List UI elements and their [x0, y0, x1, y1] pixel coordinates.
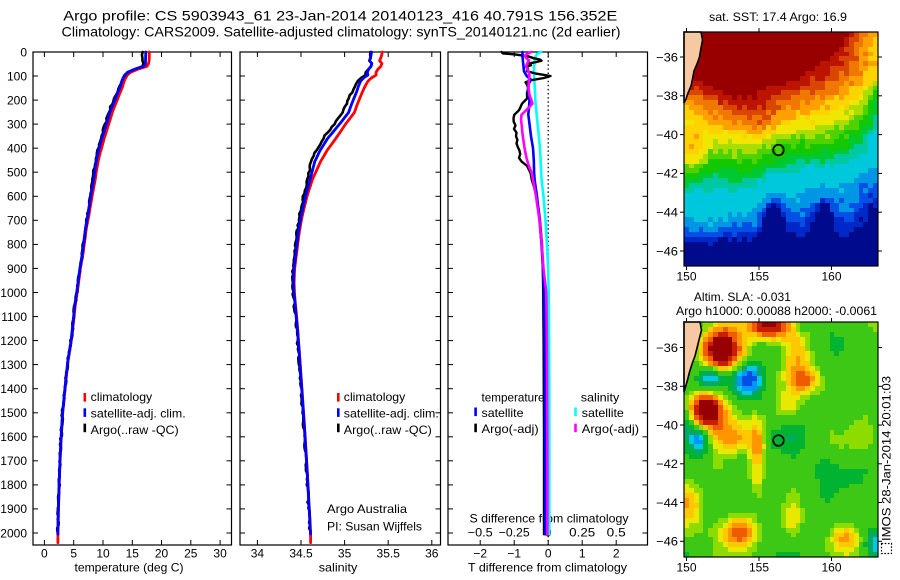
svg-text:climatology: climatology: [344, 390, 406, 404]
svg-text:1600: 1600: [0, 430, 27, 444]
svg-text:salinity: salinity: [319, 561, 358, 575]
svg-text:1700: 1700: [0, 454, 27, 468]
svg-text:−36: −36: [656, 341, 678, 355]
svg-text:T difference from climatology: T difference from climatology: [468, 561, 627, 575]
svg-text:0: 0: [545, 546, 552, 560]
svg-text:1200: 1200: [0, 334, 27, 348]
svg-text:PI: Susan Wijffels: PI: Susan Wijffels: [327, 520, 422, 534]
svg-text:155: 155: [749, 561, 769, 575]
svg-text:800: 800: [7, 238, 27, 252]
svg-text:sat. SST: 17.4 Argo: 16.9: sat. SST: 17.4 Argo: 16.9: [709, 10, 847, 24]
svg-text:Argo(-adj): Argo(-adj): [482, 422, 539, 436]
svg-text:150: 150: [676, 270, 696, 284]
svg-text:−38: −38: [656, 380, 678, 394]
svg-text:satellite-adj. clim.: satellite-adj. clim.: [91, 407, 186, 421]
svg-text:1400: 1400: [0, 382, 27, 396]
svg-text:Argo Australia: Argo Australia: [327, 502, 407, 516]
svg-text:100: 100: [7, 69, 27, 83]
svg-text:155: 155: [749, 270, 769, 284]
svg-text:Argo h1000: 0.00088 h2000: -0.: Argo h1000: 0.00088 h2000: -0.0061: [676, 304, 877, 318]
svg-text:temperature (deg C): temperature (deg C): [75, 561, 184, 575]
svg-text:1: 1: [579, 546, 586, 560]
svg-text:30: 30: [213, 546, 227, 560]
svg-text:−46: −46: [656, 244, 678, 258]
svg-text:1800: 1800: [0, 478, 27, 492]
svg-text:0: 0: [41, 546, 48, 560]
svg-text:0.25: 0.25: [569, 526, 595, 540]
svg-text:900: 900: [7, 262, 27, 276]
svg-text:Argo(..raw -QC): Argo(..raw -QC): [91, 423, 179, 437]
svg-text:200: 200: [7, 93, 27, 107]
svg-text:160: 160: [821, 561, 841, 575]
svg-text:25: 25: [184, 546, 198, 560]
svg-text:satellite: satellite: [482, 406, 524, 420]
svg-text:−40: −40: [656, 418, 678, 432]
svg-text:Altim. SLA: -0.031: Altim. SLA: -0.031: [694, 290, 791, 304]
svg-text:400: 400: [7, 142, 27, 156]
svg-text:satellite-adj. clim.: satellite-adj. clim.: [344, 407, 439, 421]
svg-text:160: 160: [821, 270, 841, 284]
svg-text:35: 35: [338, 546, 352, 560]
svg-text:1500: 1500: [0, 406, 27, 420]
svg-text:Argo(-adj): Argo(-adj): [582, 422, 639, 436]
svg-text:2000: 2000: [0, 526, 27, 540]
svg-text:600: 600: [7, 190, 27, 204]
svg-text:−0.5: −0.5: [468, 526, 493, 540]
svg-text:34: 34: [251, 546, 265, 560]
svg-text:1000: 1000: [0, 286, 27, 300]
svg-text:−42: −42: [656, 167, 678, 181]
svg-text:500: 500: [7, 166, 27, 180]
svg-text:−42: −42: [656, 457, 678, 471]
svg-text:10: 10: [96, 546, 110, 560]
svg-text:1300: 1300: [0, 358, 27, 372]
svg-text:700: 700: [7, 214, 27, 228]
svg-text:IMOS 28-Jan-2014 20:01:03: IMOS 28-Jan-2014 20:01:03: [880, 376, 894, 541]
svg-text:35.5: 35.5: [377, 546, 401, 560]
svg-text:−2: −2: [473, 546, 487, 560]
svg-text:0.5: 0.5: [607, 526, 626, 540]
svg-text:150: 150: [676, 561, 696, 575]
svg-text:−44: −44: [656, 496, 678, 510]
svg-text:1900: 1900: [0, 502, 27, 516]
svg-text:Argo(..raw -QC): Argo(..raw -QC): [344, 423, 432, 437]
svg-text:20: 20: [155, 546, 169, 560]
svg-text:0: 0: [20, 45, 27, 59]
svg-text:salinity: salinity: [581, 390, 620, 404]
svg-text:Climatology: CARS2009. Satelli: Climatology: CARS2009. Satellite-adjuste…: [62, 24, 621, 40]
svg-text:5: 5: [70, 546, 77, 560]
svg-text:−1: −1: [507, 546, 521, 560]
svg-text:−40: −40: [656, 128, 678, 142]
svg-text:satellite: satellite: [582, 406, 624, 420]
svg-text:−44: −44: [656, 206, 678, 220]
svg-text:−36: −36: [656, 50, 678, 64]
svg-text:−0.25: −0.25: [499, 526, 530, 540]
svg-text:−38: −38: [656, 89, 678, 103]
svg-text:300: 300: [7, 117, 27, 131]
svg-text:temperature: temperature: [482, 390, 545, 404]
svg-text:36: 36: [425, 546, 439, 560]
svg-text:climatology: climatology: [91, 390, 153, 404]
svg-text:2: 2: [613, 546, 620, 560]
svg-text:15: 15: [126, 546, 140, 560]
svg-text:−46: −46: [656, 535, 678, 549]
svg-text:Argo profile: CS 5903943_61 23: Argo profile: CS 5903943_61 23-Jan-2014 …: [63, 7, 617, 23]
svg-text:1100: 1100: [1, 310, 27, 324]
svg-text:34.5: 34.5: [289, 546, 313, 560]
